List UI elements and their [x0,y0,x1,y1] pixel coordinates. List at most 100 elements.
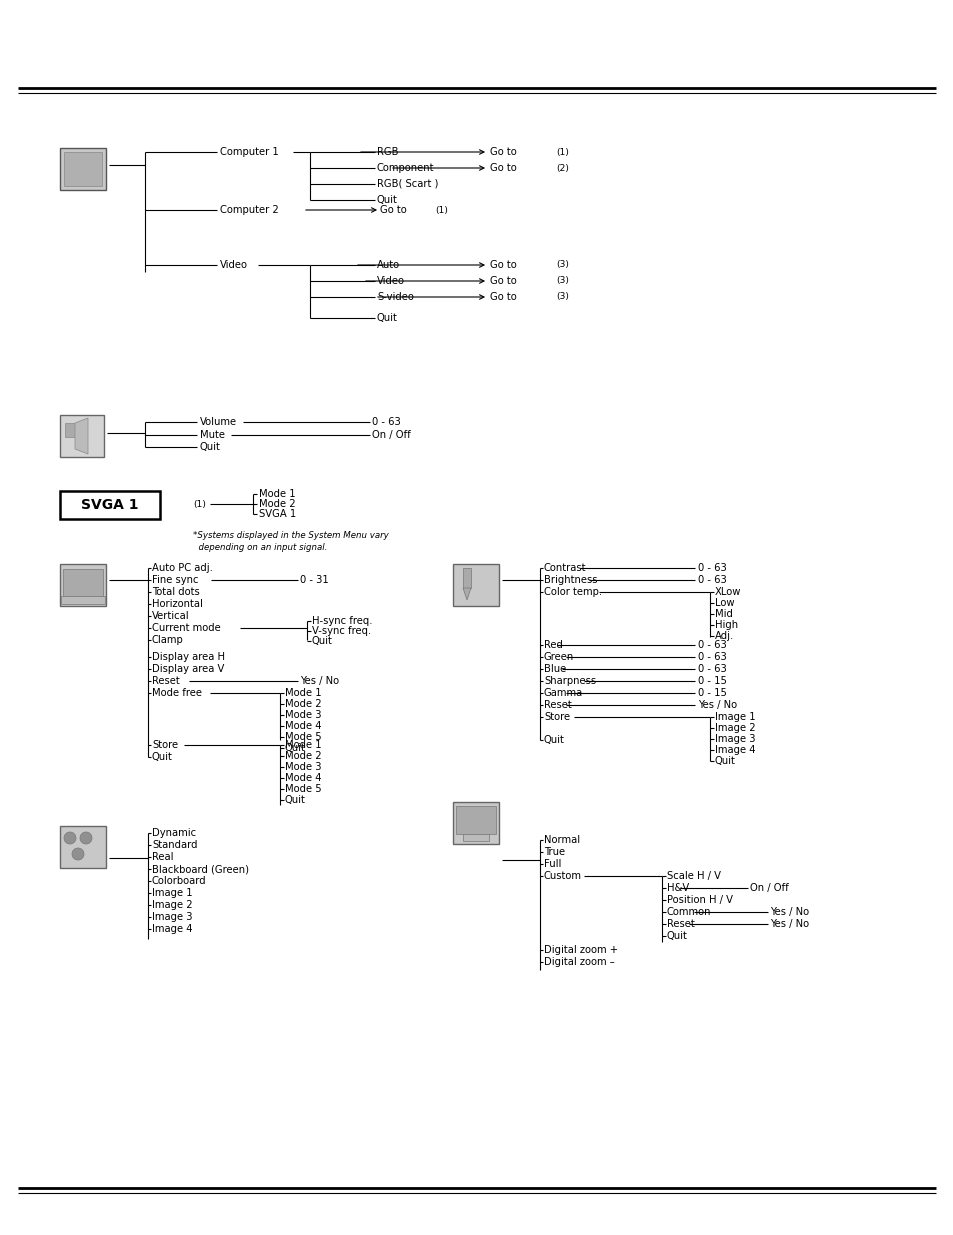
Text: (1): (1) [556,147,568,157]
Text: Mode 3: Mode 3 [285,710,321,720]
Text: Real: Real [152,852,173,862]
Text: Digital zoom +: Digital zoom + [543,945,618,955]
Text: Component: Component [376,163,434,173]
Text: Custom: Custom [543,871,581,881]
Bar [60,415,104,457]
Text: Go to: Go to [490,163,517,173]
Text: Store: Store [152,740,178,750]
Text: SVGA 1: SVGA 1 [258,509,296,519]
Text: Mode 1: Mode 1 [258,489,295,499]
Text: Reset: Reset [666,919,694,929]
Text: Quit: Quit [376,312,397,324]
Text: RGB: RGB [376,147,398,157]
Text: 0 - 63: 0 - 63 [372,417,400,427]
Circle shape [64,832,76,844]
Text: 0 - 31: 0 - 31 [299,576,329,585]
Text: Brightness: Brightness [543,576,597,585]
Text: 0 - 63: 0 - 63 [698,664,726,674]
Text: 0 - 63: 0 - 63 [698,563,726,573]
Text: Yes / No: Yes / No [299,676,338,685]
Text: True: True [543,847,564,857]
Bar [60,826,106,868]
Text: Display area V: Display area V [152,664,224,674]
Text: Mode 2: Mode 2 [285,751,321,761]
Text: High: High [714,620,738,630]
Text: Yes / No: Yes / No [769,906,808,918]
Text: Store: Store [543,713,570,722]
Polygon shape [75,417,88,454]
Text: Mode 2: Mode 2 [258,499,295,509]
Text: Video: Video [376,275,405,287]
Bar [462,568,471,588]
Bar [65,424,75,437]
Text: Adj.: Adj. [714,631,734,641]
Text: Low: Low [714,598,734,608]
Text: H-sync freq.: H-sync freq. [312,616,372,626]
Text: Scale H / V: Scale H / V [666,871,720,881]
Text: Red: Red [543,640,562,650]
Text: Mode free: Mode free [152,688,202,698]
Text: Fine sync: Fine sync [152,576,198,585]
Text: Auto PC adj.: Auto PC adj. [152,563,213,573]
Text: Horizontal: Horizontal [152,599,203,609]
Text: depending on an input signal.: depending on an input signal. [193,542,327,552]
Text: Blackboard (Green): Blackboard (Green) [152,864,249,874]
Text: Quit: Quit [200,442,221,452]
Text: Image 2: Image 2 [152,900,193,910]
Text: Image 1: Image 1 [714,713,755,722]
Text: Vertical: Vertical [152,611,190,621]
Text: S-video: S-video [376,291,414,303]
Text: Go to: Go to [490,147,517,157]
Text: 0 - 15: 0 - 15 [698,688,726,698]
Text: Quit: Quit [152,752,172,762]
Text: Go to: Go to [490,275,517,287]
Text: On / Off: On / Off [372,430,411,440]
Text: Go to: Go to [379,205,406,215]
Text: Colorboard: Colorboard [152,876,207,885]
Text: Image 1: Image 1 [152,888,193,898]
Text: Volume: Volume [200,417,237,427]
Text: Mute: Mute [200,430,225,440]
Text: V-sync freq.: V-sync freq. [312,626,371,636]
Text: Display area H: Display area H [152,652,225,662]
Text: Image 3: Image 3 [714,734,755,743]
Text: Digital zoom –: Digital zoom – [543,957,614,967]
Text: Mode 2: Mode 2 [285,699,321,709]
Text: SVGA 1: SVGA 1 [81,498,138,513]
Text: Yes / No: Yes / No [769,919,808,929]
Bar [63,569,103,597]
Text: Dynamic: Dynamic [152,827,196,839]
Text: Quit: Quit [376,195,397,205]
Text: (3): (3) [556,277,568,285]
Text: Current mode: Current mode [152,622,220,634]
Text: Reset: Reset [152,676,179,685]
Text: Reset: Reset [543,700,571,710]
Text: Gamma: Gamma [543,688,582,698]
Text: *Systems displayed in the System Menu vary: *Systems displayed in the System Menu va… [193,531,388,541]
Text: 0 - 63: 0 - 63 [698,576,726,585]
Text: RGB( Scart ): RGB( Scart ) [376,179,438,189]
Text: Quit: Quit [285,743,306,753]
Text: Common: Common [666,906,711,918]
Text: Go to: Go to [490,291,517,303]
Text: Go to: Go to [490,261,517,270]
Bar [64,152,102,186]
Bar [453,564,498,606]
Text: H&V: H&V [666,883,688,893]
Text: Image 2: Image 2 [714,722,755,734]
Bar [61,597,105,604]
Text: Mode 5: Mode 5 [285,732,321,742]
Text: Color temp.: Color temp. [543,587,601,597]
Bar [462,834,489,841]
Text: Standard: Standard [152,840,197,850]
Text: 0 - 15: 0 - 15 [698,676,726,685]
Text: Mode 1: Mode 1 [285,740,321,750]
Bar [456,806,496,834]
Text: Image 4: Image 4 [714,745,755,755]
Text: Auto: Auto [376,261,399,270]
Text: Quit: Quit [714,756,735,766]
Text: Mode 4: Mode 4 [285,721,321,731]
Text: Image 3: Image 3 [152,911,193,923]
Text: (1): (1) [435,205,447,215]
Text: Contrast: Contrast [543,563,586,573]
